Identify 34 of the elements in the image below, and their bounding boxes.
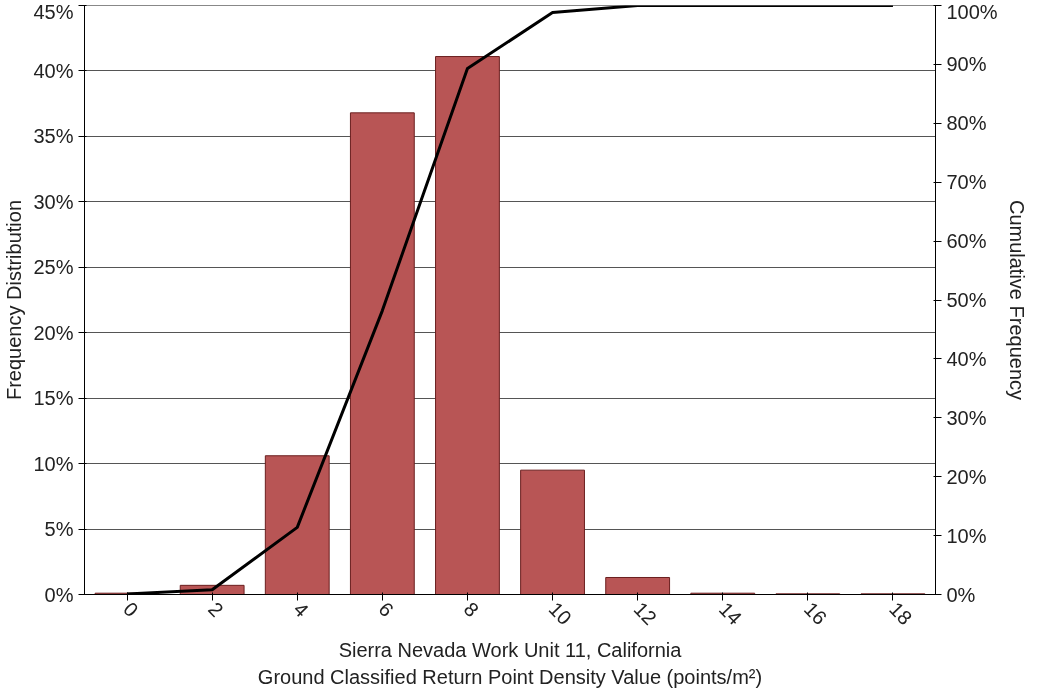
y2-tick-label: 50% (946, 289, 987, 311)
x-tick-label: 16 (799, 597, 832, 630)
y2-tick-label: 70% (946, 171, 987, 194)
x-tick-label: 0 (119, 597, 143, 622)
x-tick-label: 18 (885, 597, 917, 630)
y2-tick-label: 40% (946, 347, 987, 370)
x-tick-label: 2 (204, 597, 228, 622)
y2-tick-label: 60% (946, 230, 987, 253)
y2-axis-title: Cumulative Frequency (1005, 199, 1028, 401)
x-axis-title: Sierra Nevada Work Unit 11, California Ground Classified Return Point Density Value (points/m²) (257, 639, 763, 688)
y2-tick-label: 100% (946, 0, 998, 23)
x-tick-label: 14 (714, 597, 747, 630)
y-tick-label: 25% (33, 256, 74, 279)
y-tick-label: 5% (44, 518, 74, 541)
y-tick-label: 35% (33, 125, 74, 148)
y2-tick-label: 80% (946, 112, 987, 135)
y2-tick-label: 90% (946, 53, 987, 76)
y-tick-label: 10% (33, 452, 74, 475)
x-tick-label: 6 (374, 597, 398, 622)
y-tick-label: 20% (33, 321, 74, 344)
y2-tick-label: 10% (946, 524, 987, 547)
y2-tick-label: 0% (946, 583, 976, 606)
x-tick-label: 12 (629, 597, 662, 630)
y2-tick-label: 20% (946, 465, 987, 488)
y-tick-label: 15% (33, 387, 74, 410)
x-tick-label: 8 (459, 597, 484, 622)
y-tick-label: 40% (33, 59, 74, 82)
y-tick-label: 45% (33, 0, 74, 23)
x-tick-label: 10 (544, 597, 576, 630)
y2-tick-label: 30% (946, 406, 987, 429)
y-tick-label: 0% (44, 583, 74, 606)
y-tick-label: 30% (33, 190, 74, 213)
x-tick-label: 4 (289, 597, 313, 622)
y-axis-title: Frequency Distribution (3, 199, 26, 401)
